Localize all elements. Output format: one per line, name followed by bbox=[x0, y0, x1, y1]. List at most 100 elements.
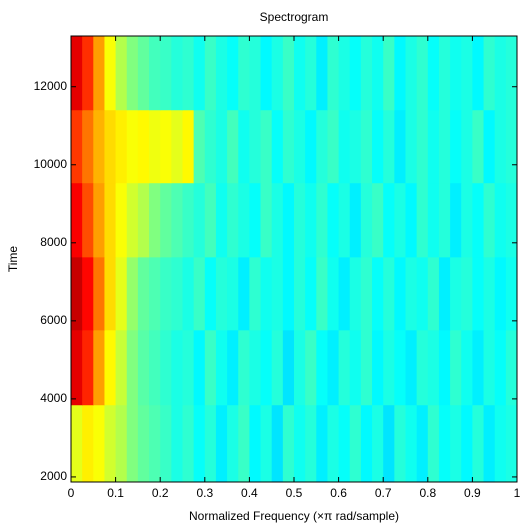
y-tick-label: 4000 bbox=[40, 391, 67, 405]
heatmap-cell bbox=[126, 256, 139, 331]
heatmap-cell bbox=[461, 36, 473, 111]
heatmap-cell bbox=[438, 256, 451, 331]
heatmap-cell bbox=[137, 404, 150, 483]
heatmap-cell bbox=[93, 329, 105, 406]
heatmap-cell bbox=[193, 404, 206, 483]
heatmap-cell bbox=[182, 329, 195, 406]
y-tick-label: 2000 bbox=[40, 469, 67, 483]
heatmap-cell bbox=[126, 36, 139, 111]
heatmap-cell bbox=[249, 182, 262, 258]
heatmap-cell bbox=[71, 36, 83, 111]
heatmap bbox=[71, 36, 518, 483]
heatmap-cell bbox=[227, 329, 239, 406]
heatmap-cell bbox=[149, 404, 161, 483]
heatmap-cell bbox=[160, 109, 172, 184]
heatmap-cell bbox=[405, 109, 418, 184]
heatmap-cell bbox=[472, 36, 485, 111]
heatmap-cell bbox=[215, 109, 228, 184]
x-tick-label: 0.4 bbox=[241, 486, 258, 500]
heatmap-cell bbox=[126, 182, 139, 258]
heatmap-cell bbox=[461, 109, 473, 184]
heatmap-cell bbox=[204, 256, 217, 331]
heatmap-cell bbox=[271, 256, 284, 331]
heatmap-cell bbox=[193, 109, 206, 184]
heatmap-cell bbox=[115, 182, 128, 258]
heatmap-cell bbox=[282, 256, 295, 331]
heatmap-cell bbox=[505, 182, 518, 258]
chart-title: Spectrogram bbox=[260, 10, 329, 24]
heatmap-cell bbox=[316, 329, 328, 406]
heatmap-cell bbox=[416, 182, 429, 258]
heatmap-cell bbox=[438, 182, 451, 258]
heatmap-cell bbox=[360, 404, 373, 483]
heatmap-cell bbox=[71, 404, 83, 483]
heatmap-cell bbox=[494, 182, 507, 258]
heatmap-cell bbox=[305, 182, 317, 258]
heatmap-cell bbox=[427, 36, 440, 111]
heatmap-cell bbox=[271, 329, 284, 406]
heatmap-cell bbox=[82, 182, 94, 258]
y-tick-label: 10000 bbox=[34, 157, 68, 171]
heatmap-cell bbox=[249, 36, 262, 111]
heatmap-cell bbox=[483, 329, 496, 406]
heatmap-cell bbox=[104, 182, 117, 258]
y-tick-label: 8000 bbox=[40, 235, 67, 249]
heatmap-cell bbox=[383, 36, 395, 111]
heatmap-cell bbox=[461, 329, 473, 406]
heatmap-cell bbox=[372, 182, 384, 258]
heatmap-cell bbox=[271, 36, 284, 111]
heatmap-cell bbox=[260, 36, 273, 111]
heatmap-cell bbox=[282, 329, 295, 406]
heatmap-cell bbox=[483, 36, 496, 111]
heatmap-cell bbox=[182, 256, 195, 331]
heatmap-cell bbox=[160, 256, 172, 331]
heatmap-cell bbox=[104, 109, 117, 184]
heatmap-cell bbox=[294, 36, 306, 111]
heatmap-cell bbox=[249, 256, 262, 331]
heatmap-cell bbox=[349, 109, 362, 184]
heatmap-cell bbox=[249, 329, 262, 406]
heatmap-cell bbox=[461, 404, 473, 483]
heatmap-cell bbox=[204, 109, 217, 184]
heatmap-cell bbox=[349, 256, 362, 331]
heatmap-cell bbox=[472, 182, 485, 258]
heatmap-cell bbox=[338, 256, 351, 331]
heatmap-cell bbox=[260, 329, 273, 406]
heatmap-cell bbox=[227, 36, 239, 111]
heatmap-cell bbox=[126, 404, 139, 483]
heatmap-cell bbox=[271, 109, 284, 184]
heatmap-cell bbox=[82, 109, 94, 184]
heatmap-cell bbox=[282, 182, 295, 258]
y-tick-label: 6000 bbox=[40, 313, 67, 327]
heatmap-cell bbox=[93, 109, 105, 184]
heatmap-cell bbox=[93, 182, 105, 258]
x-tick-label: 1 bbox=[514, 486, 520, 500]
heatmap-cell bbox=[338, 182, 351, 258]
heatmap-cell bbox=[372, 329, 384, 406]
heatmap-cell bbox=[249, 404, 262, 483]
heatmap-cell bbox=[171, 256, 183, 331]
heatmap-cell bbox=[71, 329, 83, 406]
heatmap-cell bbox=[137, 109, 150, 184]
heatmap-cell bbox=[305, 109, 317, 184]
heatmap-cell bbox=[383, 182, 395, 258]
heatmap-cell bbox=[327, 329, 340, 406]
heatmap-cell bbox=[204, 329, 217, 406]
heatmap-cell bbox=[483, 109, 496, 184]
heatmap-cell bbox=[93, 256, 105, 331]
heatmap-cell bbox=[193, 329, 206, 406]
heatmap-cell bbox=[160, 182, 172, 258]
heatmap-cell bbox=[327, 109, 340, 184]
heatmap-cell bbox=[282, 109, 295, 184]
heatmap-cell bbox=[472, 109, 485, 184]
heatmap-cell bbox=[271, 182, 284, 258]
heatmap-cell bbox=[372, 36, 384, 111]
heatmap-cell bbox=[71, 109, 83, 184]
heatmap-cell bbox=[215, 36, 228, 111]
heatmap-cell bbox=[305, 404, 317, 483]
heatmap-cell bbox=[316, 256, 328, 331]
heatmap-cell bbox=[294, 109, 306, 184]
heatmap-cell bbox=[383, 329, 395, 406]
heatmap-cell bbox=[149, 36, 161, 111]
